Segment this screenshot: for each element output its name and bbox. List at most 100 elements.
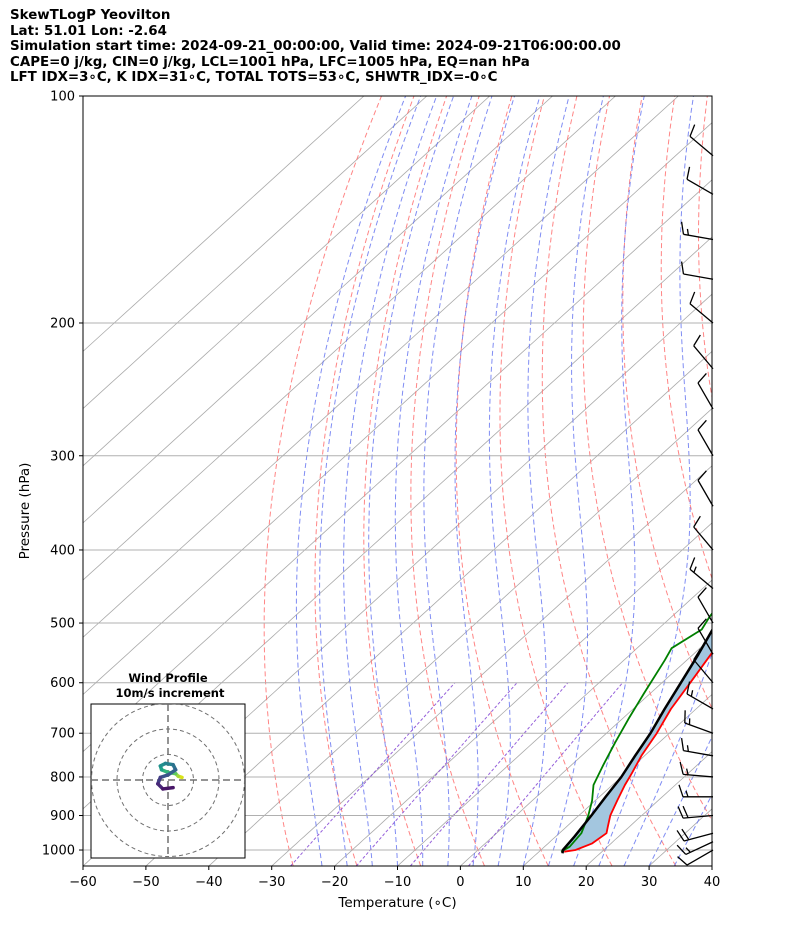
moist-adiabat-line <box>598 96 694 866</box>
x-tick-label: −10 <box>384 875 411 890</box>
barb-staff <box>685 841 714 855</box>
mixing-ratio-line <box>468 682 623 866</box>
isotherm-line <box>83 96 490 467</box>
wind-barb <box>689 557 714 590</box>
location-line: Lat: 51.01 Lon: -2.64 <box>10 23 167 39</box>
profile-lines <box>560 612 712 854</box>
y-tick-label: 100 <box>50 90 75 105</box>
wind-barb <box>677 805 714 819</box>
barb-feather <box>689 557 696 570</box>
barb-feather <box>676 830 685 842</box>
x-tick-label: −30 <box>258 875 285 890</box>
moist-adiabat-line <box>573 96 645 866</box>
x-tick-label: −40 <box>195 875 222 890</box>
barb-feather <box>686 166 691 180</box>
x-tick-label: −50 <box>132 875 159 890</box>
dry-adiabat-line <box>410 96 485 866</box>
dry-adiabat-line <box>622 96 712 710</box>
moist-adiabat-line <box>488 96 541 866</box>
time-line: Simulation start time: 2024-09-21_00:00:… <box>10 39 621 55</box>
mixing-ratio-line <box>355 682 518 866</box>
barb-feather <box>689 291 696 304</box>
x-tick-label: −20 <box>321 875 348 890</box>
barb-staff <box>697 479 714 507</box>
x-axis-label: Temperature (∘C) <box>337 895 456 911</box>
barb-feather <box>697 373 707 384</box>
barb-feather <box>686 681 691 695</box>
wind-barb <box>697 419 714 457</box>
temperature-line <box>564 651 712 853</box>
inset-subtitle: 10m/s increment <box>116 686 225 700</box>
barb-feather <box>685 768 689 775</box>
isotherm-line <box>83 96 553 524</box>
moist-adiabat-line <box>394 96 473 866</box>
wind-barb <box>680 737 714 757</box>
barb-feather <box>678 784 684 798</box>
wind-barb <box>676 841 714 855</box>
cape-area <box>562 630 712 854</box>
barb-feather <box>690 690 694 697</box>
wind-barb <box>680 221 714 241</box>
x-tick-label: 20 <box>578 875 595 890</box>
wind-barbs <box>676 124 714 866</box>
barb-feather <box>686 745 690 752</box>
moist-adiabat-line <box>548 96 604 866</box>
background-lines <box>83 96 794 866</box>
barb-feather <box>693 648 701 661</box>
dry-adiabat-line <box>314 96 415 866</box>
barb-feather <box>676 844 687 855</box>
barb-feather <box>685 790 689 798</box>
barb-feather <box>689 124 696 137</box>
isotherm-line <box>83 96 616 581</box>
barb-feather <box>679 761 684 775</box>
axes: −60 −50 −40 −30 −20 −10 0 10 20 30 40 1000 900 800 700… <box>17 90 720 912</box>
inset-title: Wind Profile <box>128 671 208 685</box>
wind-barb <box>689 291 714 324</box>
isotherm-line <box>711 865 712 866</box>
isotherm-line <box>397 579 712 866</box>
barb-staff <box>689 135 714 157</box>
barb-feather <box>693 566 697 573</box>
x-tick-label: 10 <box>515 875 532 890</box>
hodograph-segment <box>161 785 175 791</box>
x-tick-label: 30 <box>641 875 658 890</box>
barb-feather <box>677 806 684 819</box>
chart-header: SkewTLogP Yeovilton Lat: 51.01 Lon: -2.6… <box>10 8 621 86</box>
dry-adiabat-line <box>582 96 712 822</box>
barb-staff <box>697 596 714 624</box>
barb-staff <box>686 849 714 866</box>
isotherm-line <box>523 693 712 866</box>
barb-feather <box>680 737 685 751</box>
dry-adiabat-line <box>697 96 712 401</box>
moist-adiabat-line <box>295 96 407 866</box>
cape-line: CAPE=0 j/kg, CIN=0 j/kg, LCL=1001 hPa, L… <box>10 54 530 70</box>
barb-feather <box>680 221 685 235</box>
y-tick-label: 600 <box>50 676 75 691</box>
barb-feather <box>685 847 691 853</box>
wind-barb <box>676 828 714 842</box>
isotherm-line <box>460 636 712 866</box>
barb-feather <box>686 228 690 236</box>
barb-feather <box>677 856 688 866</box>
isotherm-line <box>334 522 712 866</box>
moist-adiabat-line <box>454 96 515 866</box>
hodograph-body <box>91 704 245 858</box>
wind-barb <box>689 124 714 157</box>
y-tick-label: 700 <box>50 727 75 742</box>
dry-adiabat-line <box>660 96 712 580</box>
indices-line: LFT IDX=3∘C, K IDX=31∘C, TOTAL TOTS=53∘C… <box>10 70 498 86</box>
dewpoint-line <box>560 612 712 853</box>
wind-barb <box>697 587 714 624</box>
isotherm-line <box>271 465 712 866</box>
dry-adiabat-line <box>363 96 448 866</box>
y-tick-label: 300 <box>50 449 75 464</box>
y-tick-label: 400 <box>50 543 75 558</box>
wind-barb <box>697 618 714 655</box>
dry-adiabat-line <box>263 96 382 866</box>
isotherm-line <box>83 96 679 638</box>
isotherm-line <box>585 751 712 866</box>
dry-adiabat-line <box>770 96 794 866</box>
barb-feather <box>697 419 707 431</box>
barb-staff <box>697 627 714 655</box>
